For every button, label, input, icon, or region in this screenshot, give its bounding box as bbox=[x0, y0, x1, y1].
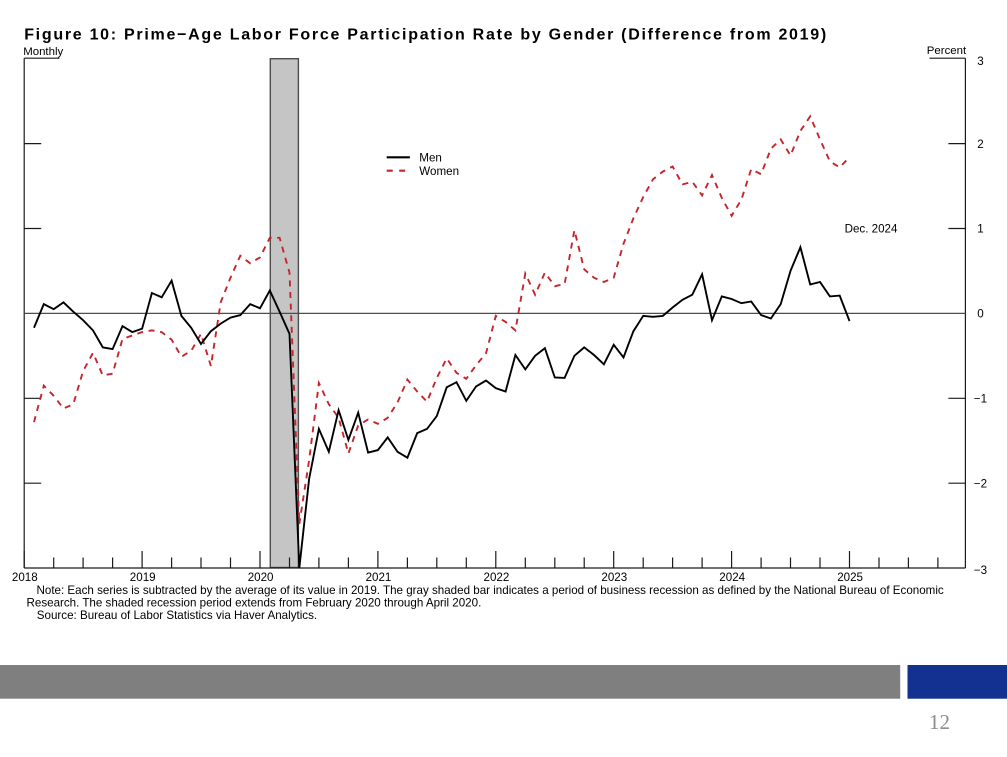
svg-text:Research. The shaded recession: Research. The shaded recession period ex… bbox=[27, 596, 482, 609]
svg-text:−2: −2 bbox=[974, 477, 987, 490]
svg-text:3: 3 bbox=[977, 55, 983, 68]
svg-text:−3: −3 bbox=[974, 564, 987, 577]
svg-text:−1: −1 bbox=[974, 393, 987, 406]
svg-text:2022: 2022 bbox=[484, 571, 510, 584]
svg-text:2023: 2023 bbox=[601, 571, 627, 584]
svg-text:Women: Women bbox=[419, 165, 459, 178]
svg-text:2024: 2024 bbox=[719, 571, 745, 584]
svg-text:Source: Bureau of Labor Statis: Source: Bureau of Labor Statistics via H… bbox=[37, 609, 317, 622]
svg-text:12: 12 bbox=[929, 710, 950, 734]
svg-text:2025: 2025 bbox=[837, 571, 863, 584]
svg-text:Note: Each series is subtracte: Note: Each series is subtracted by the a… bbox=[37, 584, 944, 597]
svg-text:2: 2 bbox=[977, 138, 983, 151]
svg-text:Percent: Percent bbox=[927, 45, 967, 57]
svg-text:Dec. 2024: Dec. 2024 bbox=[845, 223, 898, 236]
svg-text:Men: Men bbox=[419, 151, 442, 164]
svg-text:Monthly: Monthly bbox=[23, 46, 63, 58]
svg-text:2019: 2019 bbox=[130, 571, 156, 584]
svg-text:2018: 2018 bbox=[12, 571, 38, 584]
svg-text:0: 0 bbox=[977, 308, 983, 321]
svg-text:Figure 10: Prime−Age Labor For: Figure 10: Prime−Age Labor Force Partici… bbox=[24, 27, 828, 44]
svg-text:2021: 2021 bbox=[366, 571, 392, 584]
svg-text:1: 1 bbox=[977, 223, 983, 236]
svg-text:2020: 2020 bbox=[248, 571, 274, 584]
